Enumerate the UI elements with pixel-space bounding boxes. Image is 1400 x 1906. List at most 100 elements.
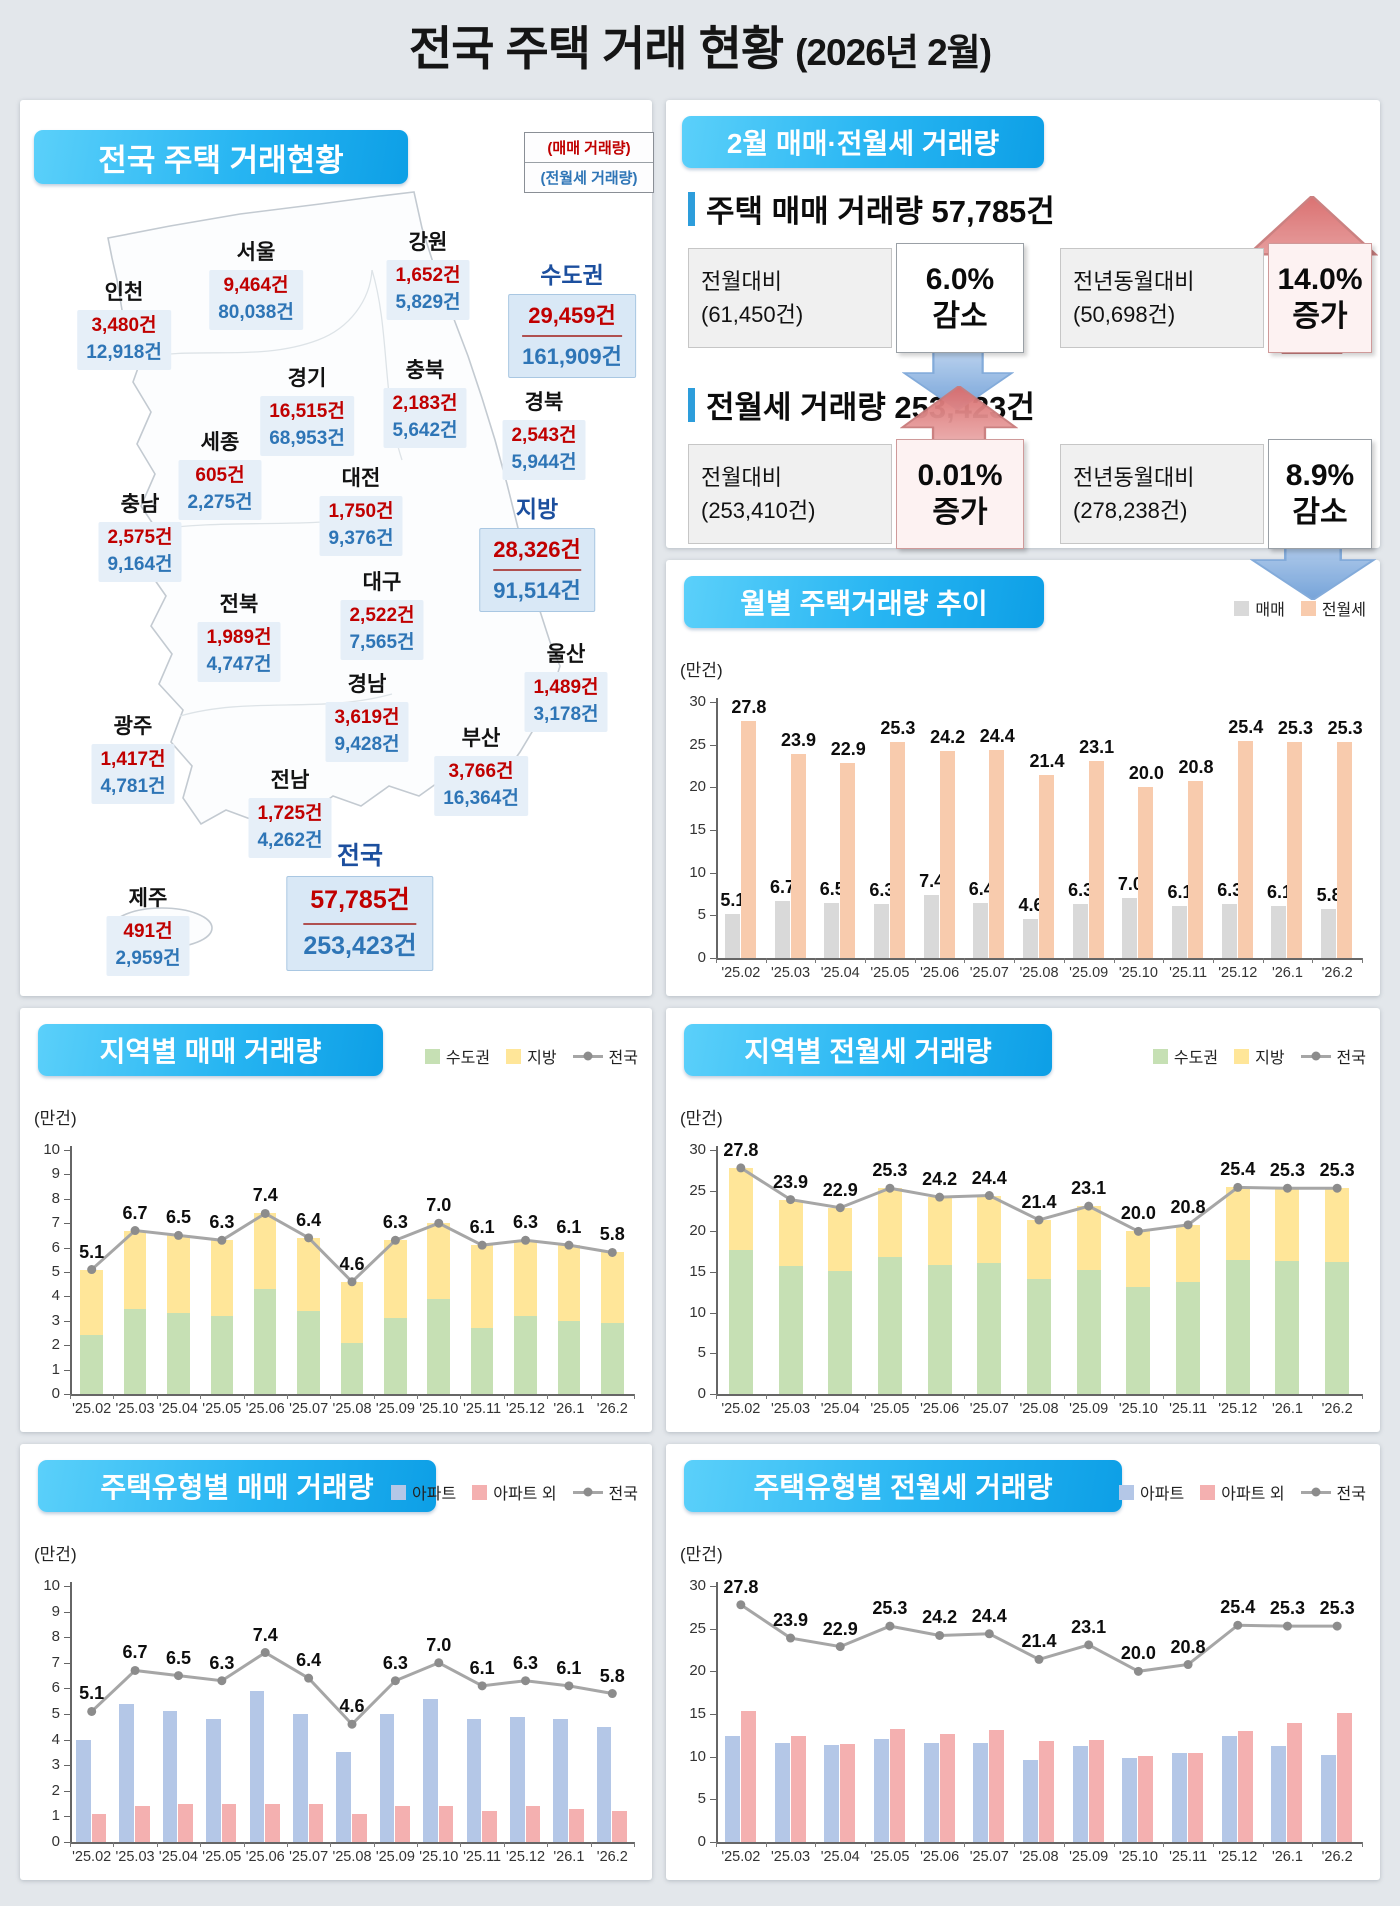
color-swatch	[424, 1048, 440, 1064]
y-tick-mark	[64, 1272, 70, 1273]
bar-value-label: 25.3	[880, 718, 916, 739]
chart-bar	[1122, 898, 1138, 958]
y-tick-label: 5	[697, 906, 706, 924]
line-value-label: 27.8	[723, 1576, 759, 1597]
legend-label: 아파트 외	[1221, 1486, 1285, 1503]
y-axis	[716, 1582, 718, 1842]
region-name: 대전	[341, 467, 381, 490]
section-tick-bar	[688, 387, 695, 422]
chart-bar	[889, 742, 905, 958]
bar-segment	[384, 1318, 407, 1394]
x-tick-mark	[1113, 1394, 1115, 1399]
chart-bar	[336, 1752, 351, 1842]
line-value-label: 23.9	[773, 1171, 809, 1192]
chart-bar	[873, 904, 889, 958]
x-tick-label: '25.08	[332, 1401, 372, 1417]
x-tick-mark	[1362, 958, 1363, 963]
bar-segment	[80, 1269, 103, 1336]
y-tick-label: 9	[51, 1165, 60, 1183]
sale-volume-title: 주택 매매 거래량 57,785건	[688, 186, 1055, 231]
x-tick-label: '25.10	[1118, 1849, 1158, 1865]
x-tick-mark	[1312, 958, 1314, 963]
map-legend: (매매 거래량) (전월세 거래량)	[524, 132, 654, 193]
region-name: 수도권	[540, 262, 604, 288]
map-legend-sale-label: (매매 거래량)	[525, 133, 653, 163]
chart-bar	[1172, 905, 1188, 958]
x-tick-label: '25.02	[72, 1849, 112, 1865]
x-tick-label: '25.07	[969, 1849, 1009, 1865]
chart-bar	[790, 1736, 806, 1842]
chart-plot: 0 1 2 3 4 5 6 7 8 9 10'25.02'25.03'25.04'25.05'25.…	[30, 1126, 642, 1424]
region-name: 제주	[128, 887, 168, 910]
chart-bar	[1172, 1753, 1188, 1842]
map-region: 대구 2,522건 7,565건	[340, 566, 424, 660]
region-value-box: 2,522건 7,565건	[340, 600, 424, 660]
bar-segment	[253, 1213, 277, 1290]
line-value-label: 6.5	[165, 1207, 191, 1228]
y-tick-mark	[64, 1247, 70, 1249]
chart-bar	[482, 1811, 497, 1842]
x-tick-mark	[1262, 958, 1264, 963]
map-region: 경남 3,619건 9,428건	[325, 668, 409, 762]
chart-bar	[1023, 1760, 1038, 1842]
bar-value-label: 6.1	[1167, 881, 1193, 902]
region-value-box: 28,326건 91,514건	[479, 528, 595, 613]
bar-segment	[427, 1223, 451, 1299]
chart-bar	[292, 1714, 308, 1842]
line-value-label: 7.4	[252, 1624, 278, 1645]
region-sale-value: 2,543건	[511, 425, 577, 446]
x-tick-label: '25.11	[1169, 965, 1208, 981]
region-value-box: 1,652건 5,829건	[386, 260, 470, 320]
region-rent-value: 5,642건	[392, 419, 458, 441]
map-region: 경기 16,515건 68,953건	[260, 362, 354, 456]
x-tick-mark	[1212, 958, 1214, 963]
x-tick-mark	[417, 1842, 419, 1847]
region-name: 경북	[524, 391, 564, 414]
y-tick-mark	[710, 1756, 716, 1758]
y-tick-mark	[64, 1150, 70, 1151]
legend-label: 아파트 외	[493, 1486, 557, 1503]
trend-line	[87, 1208, 617, 1287]
bar-segment	[728, 1250, 753, 1394]
line-value-label: 24.4	[971, 1167, 1007, 1188]
x-tick-label: '25.06	[920, 965, 960, 981]
stat-label-box: 전월대비 (253,410건)	[688, 444, 892, 544]
y-axis	[70, 1146, 72, 1394]
legend-item: 전국	[572, 1044, 638, 1068]
bar-segment	[927, 1197, 952, 1265]
chart-bar	[923, 1743, 939, 1842]
x-tick-mark	[1113, 1842, 1115, 1847]
x-tick-label: '25.09	[1069, 965, 1109, 981]
region-rent-value: 5,944건	[511, 451, 577, 473]
chart-bar	[790, 754, 806, 958]
y-axis	[70, 1582, 72, 1842]
bar-segment	[253, 1289, 277, 1394]
x-tick-mark	[914, 958, 916, 963]
line-value-label: 6.7	[122, 1642, 148, 1663]
chart-bar	[162, 1711, 178, 1842]
x-tick-label: '26.2	[1321, 965, 1353, 981]
chart-bar	[1039, 775, 1054, 958]
page-title-main: 전국 주택 거래 현황	[408, 22, 784, 75]
region-name: 서울	[236, 241, 276, 264]
chart-unit-label: (만건)	[34, 1545, 77, 1564]
map-region: 전남 1,725건 4,262건	[248, 764, 332, 858]
region-rent-value: 9,164건	[107, 553, 173, 575]
x-tick-mark	[815, 1394, 817, 1399]
map-region: 울산 1,489건 3,178건	[524, 638, 608, 732]
bar-value-label: 27.8	[731, 696, 767, 717]
bar-segment	[210, 1315, 234, 1394]
chart-bar	[612, 1811, 627, 1842]
chart-bar	[1138, 1755, 1154, 1842]
region-sale-value: 9,464건	[223, 275, 289, 296]
x-tick-mark	[1262, 1394, 1264, 1399]
bar-segment	[297, 1237, 320, 1312]
line-value-label: 7.4	[252, 1185, 278, 1206]
chart-unit-label: (만건)	[680, 1109, 723, 1128]
y-tick-mark	[64, 1790, 70, 1792]
map-panel: 전국 주택 거래현황 (매매 거래량) (전월세 거래량) 서울 9,464건 80…	[20, 100, 654, 996]
legend-label: 전월세	[1321, 602, 1366, 619]
stat-percent-box: 14.0% 증가	[1268, 243, 1372, 353]
color-swatch	[1200, 1484, 1216, 1500]
y-tick-mark	[64, 1394, 70, 1395]
